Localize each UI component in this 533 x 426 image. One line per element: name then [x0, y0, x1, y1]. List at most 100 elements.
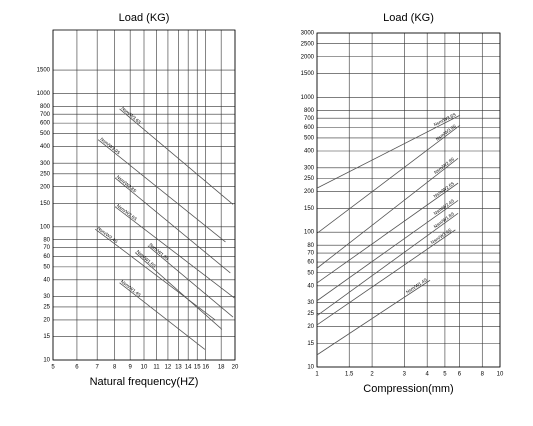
y-tick-label: 100: [40, 224, 51, 230]
series-line: [316, 114, 461, 189]
y-tick-label: 300: [40, 161, 51, 167]
y-tick-label: 50: [43, 264, 50, 270]
series-label: Nsm/W1.6S: [135, 249, 156, 269]
y-tick-label: 10: [43, 358, 50, 364]
y-tick-label: 2500: [301, 41, 315, 47]
y-tick-label: 1000: [301, 95, 315, 101]
series-line: [316, 157, 459, 269]
y-tick-label: 15: [307, 341, 314, 347]
y-tick-label: 60: [43, 254, 50, 260]
y-tick-label: 1000: [37, 91, 51, 97]
y-tick-label: 60: [307, 260, 314, 266]
series-line: [316, 279, 431, 356]
y-tick-label: 10: [307, 365, 314, 371]
y-tick-label: 20: [307, 324, 314, 330]
series-label: Nsm/W2.8S: [116, 174, 138, 193]
x-tick-label: 3: [403, 372, 407, 378]
x-tick-label: 18: [218, 365, 225, 371]
y-tick-label: 25: [307, 311, 314, 317]
y-tick-label: 70: [43, 245, 50, 251]
series-line: [316, 125, 461, 234]
x-tick-label: 10: [497, 372, 504, 378]
series-line: [316, 229, 456, 326]
series-line: [95, 228, 216, 321]
y-tick-label: 800: [304, 108, 315, 114]
y-tick-label: 250: [304, 176, 315, 182]
y-tick-label: 200: [304, 189, 315, 195]
plot-frame: [316, 32, 501, 368]
y-tick-label: 250: [40, 171, 51, 177]
series-label: Nsm/W2.6S: [433, 181, 455, 199]
x-tick-label: 10: [141, 365, 148, 371]
series-label: Nsm/W1.8S: [148, 242, 170, 261]
y-tick-label: 300: [304, 165, 315, 171]
series-label: Nsm/W2.4S: [96, 226, 118, 244]
y-tick-label: 1500: [37, 68, 51, 74]
y-tick-label: 500: [304, 135, 315, 141]
y-tick-label: 70: [307, 251, 314, 257]
x-tick-label: 4: [426, 372, 430, 378]
y-tick-label: 25: [43, 305, 50, 311]
chart-title: Load (KG): [383, 12, 434, 24]
series-line: [114, 206, 236, 299]
series-line: [119, 282, 206, 350]
y-tick-label: 800: [40, 104, 51, 110]
x-tick-label: 16: [202, 365, 209, 371]
x-tick-label: 7: [96, 365, 100, 371]
x-tick-label: 6: [458, 372, 462, 378]
y-tick-label: 600: [304, 125, 315, 131]
y-tick-label: 1500: [301, 71, 315, 77]
series-label: Nsm/W1.6S: [430, 227, 453, 245]
y-tick-label: 40: [43, 277, 50, 283]
x-tick-label: 2: [370, 372, 374, 378]
series-line: [316, 182, 459, 284]
x-tick-label: 8: [481, 372, 485, 378]
x-tick-label: 1.5: [345, 372, 354, 378]
y-tick-label: 15: [43, 334, 50, 340]
y-tick-label: 700: [40, 112, 51, 118]
series-line: [147, 245, 234, 318]
series-label: Nsm/W1.4S: [120, 279, 142, 298]
x-axis-label: Natural frequency(HZ): [90, 376, 199, 388]
y-tick-label: 500: [40, 131, 51, 137]
series-label: Nsm/W2.8S: [433, 156, 455, 175]
x-tick-label: 5: [51, 365, 55, 371]
y-tick-label: 50: [307, 270, 314, 276]
x-tick-label: 12: [165, 365, 172, 371]
series-label: Nsm/W2.6S: [116, 203, 138, 222]
series-line: [134, 252, 223, 330]
y-tick-label: 30: [43, 294, 50, 300]
series-line: [97, 139, 226, 243]
y-tick-label: 600: [40, 121, 51, 127]
series-line: [316, 200, 459, 302]
y-tick-label: 20: [43, 317, 50, 323]
x-tick-label: 6: [75, 365, 79, 371]
y-tick-label: 3000: [301, 31, 315, 37]
x-axis-label: Compression(mm): [363, 383, 453, 395]
plot-frame: [52, 29, 236, 361]
x-tick-label: 13: [175, 365, 182, 371]
chart-title: Load (KG): [119, 12, 170, 24]
y-tick-label: 150: [40, 201, 51, 207]
x-tick-label: 14: [185, 365, 192, 371]
y-tick-label: 80: [43, 237, 50, 243]
y-tick-label: 30: [307, 300, 314, 306]
series-line: [119, 108, 234, 205]
x-tick-label: 20: [232, 365, 239, 371]
y-tick-label: 80: [307, 243, 314, 249]
series-label: Nsm/W3.6S: [120, 106, 142, 125]
x-tick-label: 1: [315, 372, 319, 378]
y-tick-label: 400: [40, 144, 51, 150]
series-line: [316, 212, 459, 317]
y-tick-label: 700: [304, 116, 315, 122]
x-tick-label: 15: [194, 365, 201, 371]
y-tick-label: 2000: [301, 54, 315, 60]
y-tick-label: 40: [307, 283, 314, 289]
x-tick-label: 8: [113, 365, 117, 371]
y-tick-label: 150: [304, 206, 315, 212]
x-tick-label: 11: [153, 365, 160, 371]
y-tick-label: 100: [304, 230, 315, 236]
y-tick-label: 200: [40, 184, 51, 190]
x-tick-label: 5: [443, 372, 447, 378]
